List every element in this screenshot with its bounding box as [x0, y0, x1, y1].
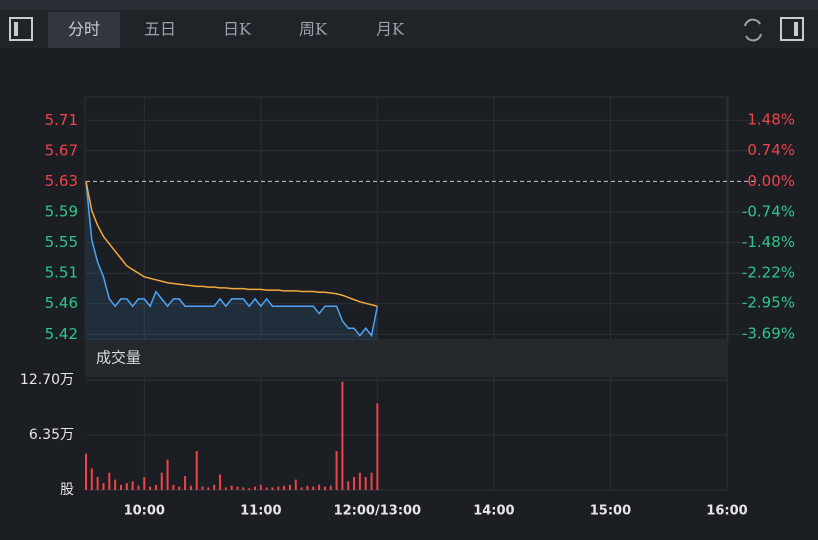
volume-bar [230, 485, 233, 490]
volume-bar [85, 453, 87, 490]
volume-bar [347, 481, 350, 490]
volume-bar [323, 486, 326, 490]
volume-bar [90, 468, 93, 490]
y-tick-label: 5.46 [45, 294, 78, 312]
y2-tick-label: -1.48% [742, 233, 795, 251]
volume-bar [178, 486, 181, 490]
tab[interactable]: 五日 [144, 20, 176, 39]
volume-bar [265, 487, 268, 490]
y-tick-label: 5.42 [45, 325, 78, 343]
y2-tick-label: -2.22% [742, 264, 795, 282]
volume-bar [364, 477, 367, 490]
volume-bar [329, 485, 332, 490]
volume-bar [358, 472, 361, 490]
y-tick-label: 5.55 [45, 233, 78, 251]
volume-bar [119, 484, 122, 490]
toolbar [0, 10, 818, 48]
y-tick-label: 6.35万 [29, 427, 74, 443]
y2-tick-label: 0.74% [747, 141, 795, 159]
panel-toggle-right[interactable] [780, 17, 804, 41]
volume-bar [300, 487, 303, 490]
panel-toggle-left-bar [14, 22, 18, 36]
y-tick-label: 12.70万 [20, 372, 74, 388]
volume-bar [370, 472, 373, 490]
x-tick-label: 16:00 [706, 504, 747, 519]
volume-title: 成交量 [96, 349, 141, 367]
volume-bar [224, 487, 227, 490]
volume-bar [271, 487, 274, 490]
volume-bar [108, 472, 111, 490]
refresh-arc [744, 18, 761, 27]
volume-bar [248, 488, 251, 490]
volume-bar [219, 474, 222, 490]
y-tick-label: 5.51 [45, 264, 78, 282]
volume-bar [166, 459, 169, 490]
volume-bar [102, 483, 105, 490]
volume-bar [288, 484, 291, 490]
volume-bar [96, 477, 99, 490]
top-strip [0, 0, 818, 10]
panel-toggle-right-bar [794, 22, 798, 36]
volume-bar [160, 472, 163, 490]
volume-bar [242, 487, 245, 490]
average-line [85, 181, 378, 307]
volume-bar [131, 481, 134, 490]
volume-bar [195, 451, 198, 490]
volume-bar [207, 487, 210, 490]
y-tick-label: 股 [60, 482, 74, 498]
refresh-icon[interactable] [744, 18, 762, 42]
tab[interactable]: 分时 [68, 20, 100, 39]
volume-bar [125, 483, 128, 490]
y2-tick-label: 0.00% [747, 172, 795, 190]
volume-bar [277, 486, 280, 490]
x-tick-label: 14:00 [473, 504, 514, 519]
volume-bar [172, 484, 175, 490]
volume-bar [236, 486, 239, 490]
volume-bar [306, 485, 309, 490]
volume-bar [376, 403, 379, 490]
x-tick-label: 10:00 [124, 504, 165, 519]
volume-bar [283, 485, 286, 490]
y2-tick-label: -3.69% [742, 324, 795, 342]
price-area [86, 181, 378, 340]
x-tick-label: 15:00 [590, 504, 631, 519]
volume-bar [189, 485, 192, 490]
volume-header [85, 340, 728, 377]
volume-bar [259, 484, 262, 490]
volume-bar [318, 484, 321, 490]
volume-bar [154, 484, 157, 490]
volume-bar [294, 479, 297, 490]
panel-toggle-left[interactable] [9, 17, 33, 41]
x-tick-label: 11:00 [240, 504, 281, 519]
volume-bar [137, 485, 140, 490]
y-tick-label: 5.59 [45, 203, 78, 221]
volume-bar [201, 486, 204, 490]
volume-bar [253, 486, 256, 490]
y2-tick-label: -2.95% [742, 294, 795, 312]
tab[interactable]: 周K [299, 20, 328, 39]
volume-bar [353, 477, 356, 490]
volume-bar [143, 477, 146, 490]
active-tab-bg [48, 12, 120, 48]
y2-tick-label: 1.48% [747, 111, 795, 129]
volume-bar [341, 381, 344, 490]
volume-bar [213, 484, 216, 490]
y2-tick-label: -0.74% [742, 202, 795, 220]
tab[interactable]: 月K [376, 20, 405, 39]
price-line [85, 181, 379, 338]
volume-bar [312, 486, 315, 490]
volume-bar [184, 476, 187, 490]
volume-bar [114, 479, 117, 490]
y-tick-label: 5.63 [45, 172, 78, 190]
x-tick-label: 12:00/13:00 [334, 504, 422, 519]
y-tick-label: 5.71 [45, 111, 78, 129]
tab[interactable]: 日K [223, 20, 252, 39]
volume-bar [149, 486, 152, 490]
volume-bar [335, 451, 338, 490]
refresh-arc [745, 33, 762, 42]
y-tick-label: 5.67 [45, 141, 78, 159]
